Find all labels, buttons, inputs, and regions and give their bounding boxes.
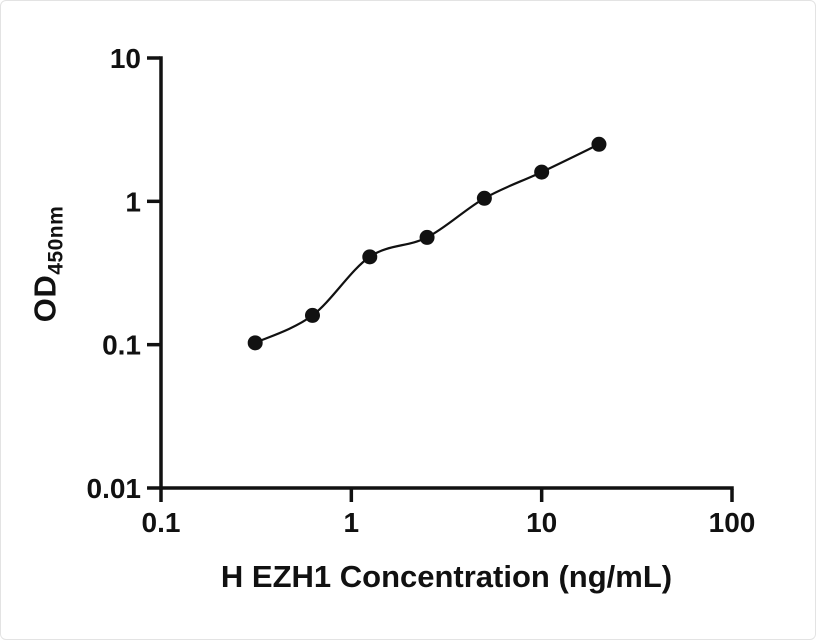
x-tick-label: 0.1 (142, 507, 181, 538)
data-point (534, 164, 550, 180)
y-tick-label: 0.01 (87, 473, 142, 504)
y-tick-label: 1 (125, 186, 141, 217)
data-point (304, 307, 320, 323)
y-tick-label: 10 (110, 43, 141, 74)
x-tick-label: 1 (344, 507, 360, 538)
data-point (247, 335, 263, 351)
x-tick-label: 10 (526, 507, 557, 538)
data-point (591, 136, 607, 152)
x-tick-label: 100 (709, 507, 756, 538)
y-axis-title-subscript: 450nm (44, 205, 68, 275)
x-axis-title: H EZH1 Concentration (ng/mL) (220, 559, 673, 594)
y-tick-label: 0.1 (102, 330, 141, 361)
data-point (476, 190, 492, 206)
y-axis-title-main: OD (27, 274, 63, 323)
data-point (419, 229, 435, 245)
y-axis-title: OD450nm (28, 206, 69, 323)
data-point (362, 249, 378, 265)
